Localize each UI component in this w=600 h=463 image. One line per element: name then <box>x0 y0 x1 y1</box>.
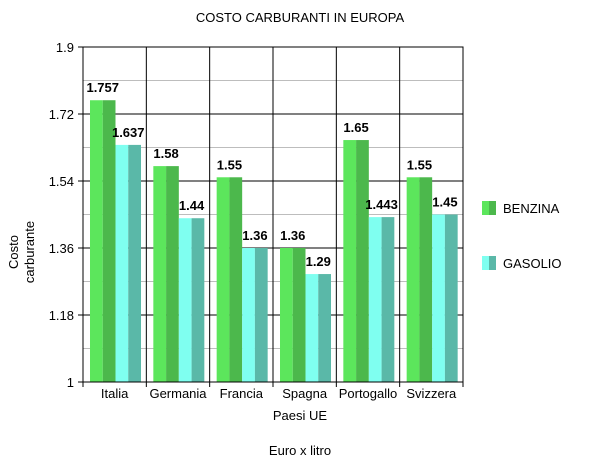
data-label: 1.44 <box>179 198 205 213</box>
bar-gasolio-francia <box>242 248 255 382</box>
x-tick-label: Germania <box>149 386 207 401</box>
data-label: 1.58 <box>153 146 178 161</box>
bar-benzina-svizzera <box>406 177 420 382</box>
data-label: 1.757 <box>86 80 119 95</box>
bar-benzina-germania <box>153 166 167 382</box>
legend: BENZINA GASOLIO <box>482 201 562 271</box>
bar-benzina-portogallo <box>343 140 357 382</box>
data-label: 1.637 <box>112 125 145 140</box>
bar-shade <box>229 177 243 382</box>
y-axis-label-line2: carburante <box>22 221 37 283</box>
legend-label-benzina: BENZINA <box>503 201 560 216</box>
x-axis-label: Paesi UE <box>273 408 328 423</box>
bar-shade <box>128 144 141 382</box>
footnote: Euro x litro <box>269 443 331 458</box>
y-tick-label: 1.9 <box>56 40 74 55</box>
x-tick-label: Portogallo <box>339 386 398 401</box>
legend-swatch-gasolio <box>482 256 489 270</box>
y-tick-label: 1.36 <box>49 241 74 256</box>
x-axis-ticks: Italia Germania Francia Spagna Portogallo Svi… <box>82 382 464 401</box>
bars-group <box>90 100 458 382</box>
y-axis-label-line1: Costo <box>6 235 21 269</box>
bar-gasolio-spagna <box>305 274 319 382</box>
chart-grid <box>83 47 463 382</box>
x-tick-label: Spagna <box>282 386 328 401</box>
bar-shade <box>292 248 306 382</box>
y-tick-label: 1 <box>67 375 74 390</box>
data-label: 1.65 <box>343 120 368 135</box>
bar-shade <box>191 218 205 382</box>
legend-swatch-benzina <box>482 201 489 215</box>
x-tick-label: Svizzera <box>406 386 457 401</box>
bar-gasolio-germania <box>178 218 192 382</box>
legend-swatch-shade <box>489 256 496 270</box>
bar-shade <box>381 217 395 382</box>
bar-gasolio-italia <box>115 144 129 382</box>
data-label: 1.45 <box>432 195 457 210</box>
legend-swatch-shade <box>489 201 496 215</box>
y-tick-label: 1.18 <box>49 308 74 323</box>
data-label: 1.443 <box>365 197 398 212</box>
bar-gasolio-svizzera <box>432 214 445 382</box>
y-axis-ticks: 1 1.18 1.36 1.54 1.72 1.9 <box>49 40 83 390</box>
bar-benzina-spagna <box>280 248 293 382</box>
bar-shade <box>318 274 331 382</box>
bar-shade <box>254 248 268 382</box>
data-label: 1.36 <box>280 228 305 243</box>
data-label: 1.55 <box>407 157 432 172</box>
data-label: 1.36 <box>242 228 267 243</box>
y-tick-label: 1.54 <box>49 174 74 189</box>
bar-shade <box>356 140 369 382</box>
bar-benzina-francia <box>216 177 230 382</box>
data-label: 1.29 <box>306 254 331 269</box>
bar-benzina-italia <box>90 100 103 382</box>
data-label: 1.55 <box>217 157 242 172</box>
y-tick-label: 1.72 <box>49 107 74 122</box>
chart-title: COSTO CARBURANTI IN EUROPA <box>196 10 405 25</box>
bar-gasolio-portogallo <box>368 217 382 382</box>
x-tick-label: Italia <box>101 386 129 401</box>
bar-shade <box>166 166 179 382</box>
x-tick-label: Francia <box>220 386 264 401</box>
bar-shade <box>444 214 458 382</box>
bar-shade <box>102 100 116 382</box>
bar-shade <box>419 177 433 382</box>
legend-label-gasolio: GASOLIO <box>503 256 562 271</box>
